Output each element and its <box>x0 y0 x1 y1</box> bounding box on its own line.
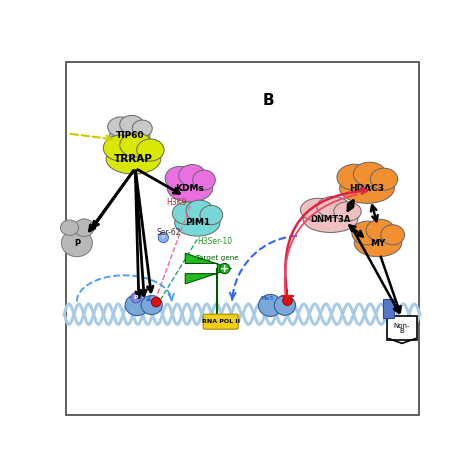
Ellipse shape <box>193 170 215 190</box>
Ellipse shape <box>303 206 358 232</box>
Ellipse shape <box>366 219 394 241</box>
Text: RNA POL II: RNA POL II <box>201 319 240 324</box>
Ellipse shape <box>301 198 336 221</box>
Ellipse shape <box>120 133 153 157</box>
Text: PIM1: PIM1 <box>185 219 210 228</box>
Ellipse shape <box>334 202 361 221</box>
Text: B: B <box>263 93 274 109</box>
Text: +: + <box>220 264 229 273</box>
FancyArrow shape <box>185 253 231 284</box>
Circle shape <box>283 296 292 305</box>
Ellipse shape <box>200 205 223 225</box>
Ellipse shape <box>141 296 162 315</box>
Ellipse shape <box>108 117 134 137</box>
Ellipse shape <box>103 135 139 161</box>
Ellipse shape <box>353 162 386 186</box>
Ellipse shape <box>61 229 92 257</box>
Text: Ser-62: Ser-62 <box>156 228 181 237</box>
Ellipse shape <box>354 229 401 257</box>
Ellipse shape <box>337 164 373 190</box>
Ellipse shape <box>132 120 152 137</box>
Circle shape <box>219 264 230 273</box>
Ellipse shape <box>381 225 404 245</box>
Circle shape <box>158 232 168 243</box>
Text: H3K9: H3K9 <box>166 199 187 207</box>
Text: H3Ser-10: H3Ser-10 <box>197 237 232 246</box>
Ellipse shape <box>274 296 295 315</box>
Ellipse shape <box>340 173 394 203</box>
FancyBboxPatch shape <box>383 299 394 318</box>
Ellipse shape <box>186 200 213 221</box>
Text: P: P <box>134 295 138 300</box>
Text: KDMs: KDMs <box>175 184 204 193</box>
Text: Non-: Non- <box>394 322 410 328</box>
Text: TIP60: TIP60 <box>116 131 144 140</box>
Text: B: B <box>400 328 404 334</box>
Circle shape <box>151 297 161 307</box>
Text: HDAC3: HDAC3 <box>349 184 384 193</box>
FancyBboxPatch shape <box>203 314 238 329</box>
Text: DNMT3A: DNMT3A <box>310 215 351 224</box>
Ellipse shape <box>179 164 206 186</box>
Ellipse shape <box>106 144 161 174</box>
Ellipse shape <box>125 294 149 316</box>
Ellipse shape <box>61 220 79 236</box>
Ellipse shape <box>167 174 213 202</box>
Ellipse shape <box>175 210 220 236</box>
Ellipse shape <box>352 221 383 245</box>
Ellipse shape <box>317 197 350 218</box>
Text: TRRAP: TRRAP <box>114 154 153 164</box>
Text: P: P <box>162 235 165 240</box>
Ellipse shape <box>165 166 194 190</box>
Text: Me3: Me3 <box>261 296 274 301</box>
Circle shape <box>131 292 141 303</box>
Ellipse shape <box>137 139 164 161</box>
FancyBboxPatch shape <box>387 316 417 340</box>
Ellipse shape <box>109 124 150 147</box>
Ellipse shape <box>258 294 282 316</box>
Ellipse shape <box>173 202 202 225</box>
Ellipse shape <box>74 219 94 237</box>
Ellipse shape <box>120 116 144 134</box>
Ellipse shape <box>370 168 398 190</box>
Text: Target gene: Target gene <box>196 255 239 261</box>
Text: P: P <box>74 238 80 247</box>
Text: MY: MY <box>370 238 386 247</box>
